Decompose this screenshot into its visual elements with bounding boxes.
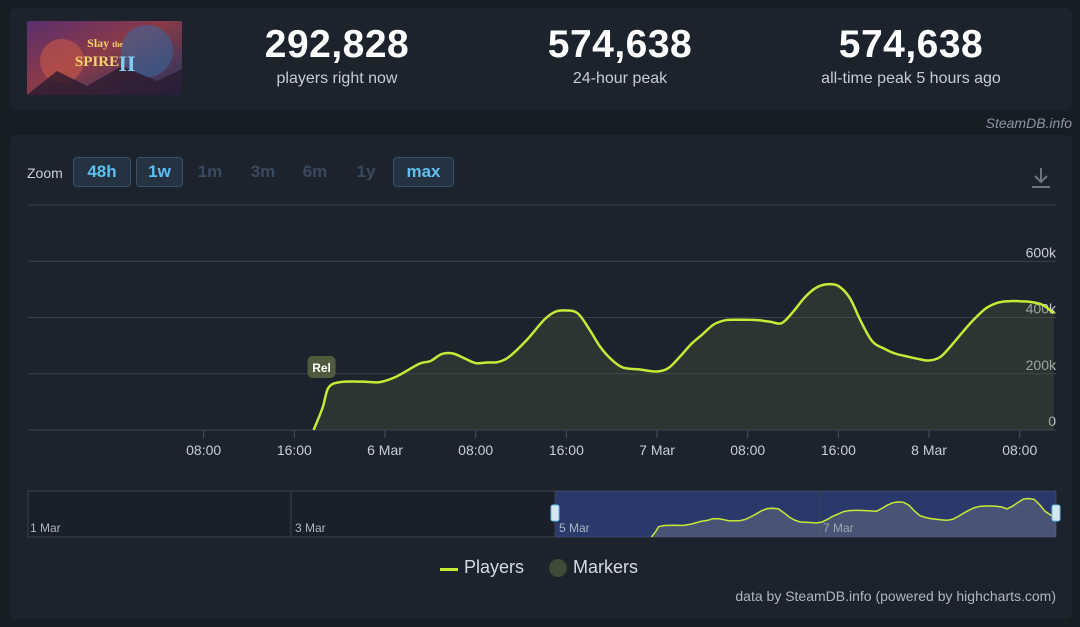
x-tick-label: 16:00 <box>277 442 312 458</box>
players-line <box>312 282 1055 431</box>
navigator-label: 5 Mar <box>559 521 590 535</box>
navigator-label: 1 Mar <box>30 521 61 535</box>
game-logo[interactable]: Slay the SPIRE II <box>27 21 182 95</box>
legend-dot-swatch <box>549 559 567 577</box>
stat-value: 574,638 <box>547 23 693 66</box>
stat-label: 24-hour peak <box>572 70 668 87</box>
stats-panel: Slay the SPIRE II 292,828 players right … <box>10 8 1072 110</box>
stat-all-time-peak: 574,638 all-time peak 5 hours ago <box>781 22 1041 88</box>
navigator-label: 3 Mar <box>295 521 326 535</box>
zoom-1y-button[interactable]: 1y <box>356 162 376 181</box>
x-tick-label: 08:00 <box>730 442 765 458</box>
stat-24h-peak: 574,638 24-hour peak <box>490 22 750 88</box>
x-tick-label: 16:00 <box>821 442 856 458</box>
y-tick-label: 600k <box>1026 244 1057 260</box>
x-tick-label: 7 Mar <box>639 442 675 458</box>
players-area <box>313 284 1054 430</box>
release-marker <box>307 356 336 378</box>
stat-value: 292,828 <box>264 23 410 66</box>
stat-players-now: 292,828 players right now <box>207 22 467 88</box>
release-marker-label: Rel <box>312 361 331 375</box>
zoom-1m-button[interactable]: 1m <box>197 162 223 181</box>
game-logo-art: Slay the SPIRE II <box>27 21 182 95</box>
legend-item-markers[interactable]: Markers <box>549 557 638 578</box>
y-tick-label: 400k <box>1026 301 1057 317</box>
zoom-1w-button[interactable]: 1w <box>136 157 183 187</box>
x-tick-label: 8 Mar <box>911 442 947 458</box>
navigator-handle-right[interactable] <box>1051 504 1061 522</box>
svg-text:SPIRE: SPIRE <box>75 54 119 70</box>
x-tick-label: 08:00 <box>186 442 221 458</box>
logo-text: Slay the <box>87 36 123 50</box>
chart-panel: Zoom 48h 1w 1m 3m 6m 1y max 0 200k 400k 600… <box>10 135 1072 619</box>
zoom-6m-button[interactable]: 6m <box>302 162 328 181</box>
legend-line-swatch <box>440 568 458 571</box>
y-tick-label: 0 <box>1048 413 1056 429</box>
zoom-max-button[interactable]: max <box>393 157 454 187</box>
zoom-3m-button[interactable]: 3m <box>250 162 276 181</box>
x-tick-label: 6 Mar <box>367 442 403 458</box>
stat-value: 574,638 <box>838 23 984 66</box>
download-icon[interactable] <box>1028 165 1054 191</box>
navigator-selection <box>555 491 1056 537</box>
x-tick-label: 08:00 <box>458 442 493 458</box>
zoom-label: Zoom <box>27 165 63 181</box>
navigator-area <box>651 498 1056 537</box>
steamdb-credit[interactable]: SteamDB.info <box>985 115 1072 131</box>
x-tick-label: 16:00 <box>549 442 584 458</box>
zoom-48h-button[interactable]: 48h <box>73 157 131 187</box>
legend-item-players[interactable]: Players <box>440 557 524 578</box>
svg-text:II: II <box>118 51 135 76</box>
navigator-handle-left[interactable] <box>550 504 560 522</box>
legend-label: Markers <box>573 557 639 577</box>
stat-label: all-time peak 5 hours ago <box>821 70 1001 87</box>
legend-label: Players <box>464 557 525 577</box>
x-tick-label: 08:00 <box>1002 442 1037 458</box>
stat-label: players right now <box>276 70 398 87</box>
y-tick-label: 200k <box>1026 357 1057 373</box>
players-chart[interactable]: 0 200k 400k 600k 08:00 16:00 6 Mar 08:00 16:00 7 … <box>10 135 1072 619</box>
highcharts-credit[interactable]: data by SteamDB.info (powered by highcha… <box>735 588 1056 604</box>
navigator-label: 7 Mar <box>823 521 854 535</box>
navigator-line <box>650 497 1057 538</box>
